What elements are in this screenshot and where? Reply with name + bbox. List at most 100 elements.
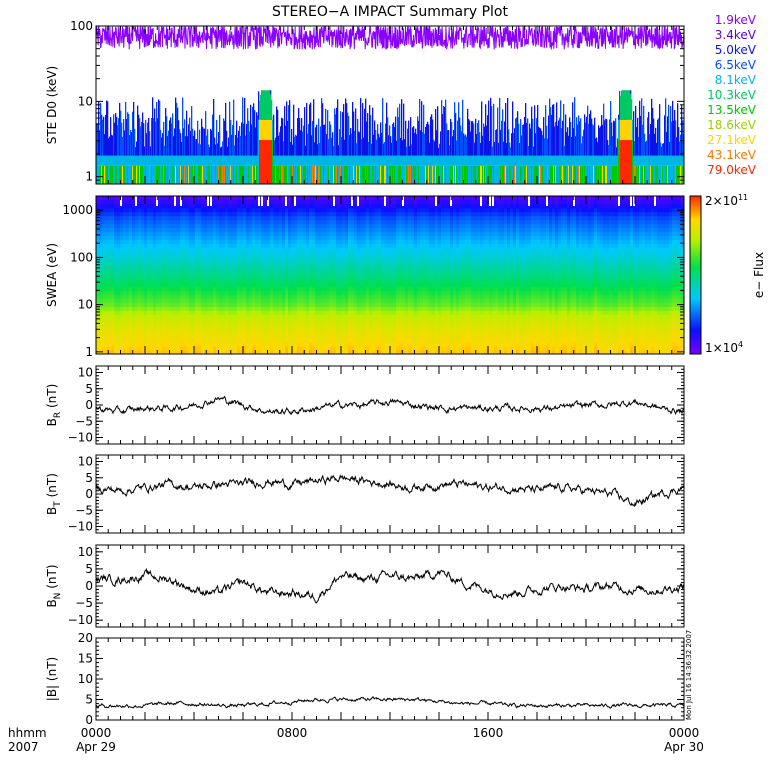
ste-cell: [121, 122, 123, 156]
ste-cell: [334, 165, 336, 184]
heatmap-cell: [144, 223, 148, 228]
heatmap-cell: [318, 251, 322, 256]
heatmap-cell: [114, 259, 118, 264]
heatmap-cell: [129, 290, 133, 296]
heatmap-cell: [183, 286, 187, 292]
heatmap-cell: [228, 338, 232, 343]
heatmap-cell: [114, 342, 118, 347]
heatmap-cell: [297, 215, 301, 221]
ste-cell: [110, 117, 112, 156]
heatmap-cell: [288, 235, 292, 240]
heatmap-cell: [120, 282, 124, 288]
heatmap-cell: [309, 271, 313, 276]
ste-cell: [392, 123, 394, 156]
heatmap-cell: [267, 338, 271, 343]
heatmap-cell: [285, 203, 289, 209]
heatmap-cell: [156, 219, 160, 225]
heatmap-cell: [321, 227, 325, 232]
ste-cell: [232, 125, 234, 156]
heatmap-cell: [282, 243, 286, 248]
ste-cell: [358, 155, 360, 166]
heatmap-cell: [234, 247, 238, 252]
ste-cell: [156, 155, 158, 166]
heatmap-cell: [246, 294, 250, 300]
heatmap-cell: [147, 231, 151, 236]
heatmap-cell: [114, 211, 118, 217]
heatmap-cell: [210, 306, 214, 311]
heatmap-cell: [135, 263, 139, 268]
heatmap-cell: [114, 231, 118, 236]
ste-cell: [245, 135, 247, 156]
heatmap-cell: [267, 231, 271, 236]
heatmap-cell: [228, 239, 232, 244]
ste-cell: [288, 105, 290, 156]
heatmap-cell: [153, 203, 157, 209]
heatmap-cell: [228, 219, 232, 225]
heatmap-cell: [222, 294, 226, 300]
heatmap-cell: [288, 306, 292, 311]
heatmap-cell: [213, 259, 217, 264]
heatmap-cell: [246, 199, 250, 205]
heatmap-cell: [282, 282, 286, 288]
heatmap-cell: [273, 259, 277, 264]
ste-cell: [681, 155, 683, 166]
ste-cell: [506, 142, 508, 156]
ste-cell: [234, 165, 236, 184]
ste-cell: [134, 155, 136, 166]
heatmap-cell: [120, 275, 124, 280]
ste-cell: [470, 131, 472, 156]
heatmap-cell: [183, 243, 187, 248]
ste-cell: [650, 165, 652, 184]
heatmap-cell: [243, 294, 247, 300]
ste-cell: [610, 101, 612, 156]
heatmap-cell: [315, 294, 319, 300]
ste-cell: [339, 129, 341, 156]
ste-cell: [387, 155, 389, 166]
heatmap-cell: [183, 298, 187, 304]
heatmap-cell: [303, 326, 307, 331]
ste-cell: [150, 155, 152, 166]
ste-cell: [215, 165, 217, 184]
heatmap-cell: [240, 251, 244, 256]
heatmap-cell: [201, 314, 205, 319]
heatmap-cell: [162, 251, 166, 256]
heatmap-cell: [282, 271, 286, 276]
heatmap-cell: [312, 271, 316, 276]
ste-cell: [367, 165, 369, 184]
ste-cell: [367, 155, 369, 166]
ste-cell: [156, 165, 158, 184]
heatmap-cell: [282, 322, 286, 327]
heatmap-cell: [297, 223, 301, 228]
heatmap-cell: [117, 278, 121, 284]
heatmap-cell: [234, 211, 238, 217]
heatmap-cell: [111, 290, 115, 296]
ste-cell: [258, 139, 260, 184]
heatmap-cell: [225, 255, 229, 260]
heatmap-cell: [114, 199, 118, 205]
heatmap-cell: [234, 298, 238, 304]
heatmap-cell: [207, 211, 211, 217]
ste-cell: [262, 90, 264, 120]
heatmap-cell: [162, 318, 166, 323]
heatmap-cell: [141, 278, 145, 284]
ste-cell: [602, 165, 604, 184]
ste-cell: [619, 139, 621, 184]
heatmap-cell: [321, 334, 325, 339]
heatmap-cell: [183, 255, 187, 260]
ste-cell: [606, 165, 608, 184]
ste-cell: [116, 165, 118, 184]
heatmap-cell: [171, 267, 175, 272]
ste-cell: [321, 165, 323, 184]
heatmap-cell: [270, 275, 274, 280]
ste-cell: [471, 165, 473, 184]
heatmap-cell: [108, 255, 112, 260]
heatmap-cell: [288, 318, 292, 323]
heatmap-cell: [255, 215, 259, 221]
heatmap-cell: [300, 294, 304, 300]
heatmap-cell: [321, 286, 325, 292]
ste-cell: [145, 155, 147, 166]
heatmap-cell: [291, 275, 295, 280]
ste-cell: [255, 165, 257, 184]
ste-cell: [264, 139, 266, 184]
heatmap-cell: [186, 215, 190, 221]
